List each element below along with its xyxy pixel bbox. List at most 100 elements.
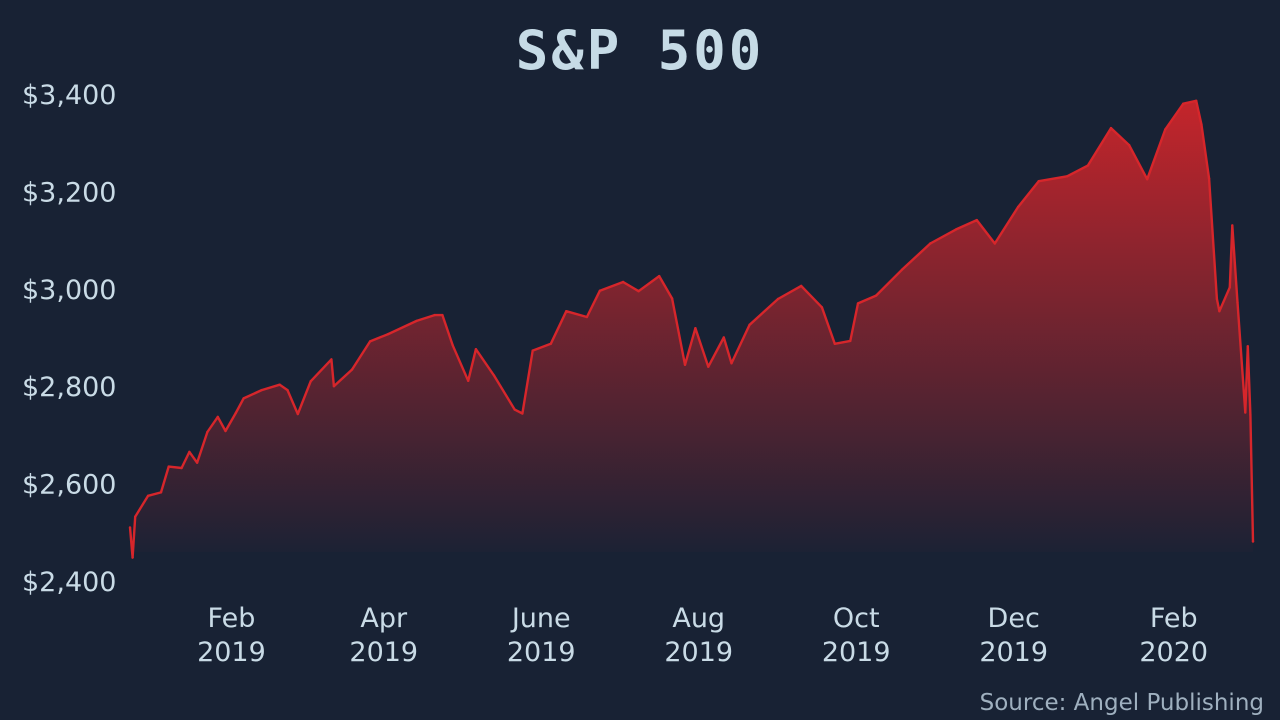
data-point: [1246, 345, 1250, 348]
data-point: [1164, 128, 1167, 131]
data-point: [521, 412, 524, 415]
y-tick-label: $2,800: [22, 372, 116, 403]
x-tick-label: Aug 2019: [664, 603, 733, 668]
data-point: [180, 466, 183, 470]
data-point: [146, 494, 150, 497]
data-point: [131, 556, 134, 559]
data-point: [1215, 297, 1219, 301]
data-point: [195, 461, 199, 464]
x-tick-label: Feb 2019: [197, 603, 266, 668]
data-points: [128, 99, 1255, 559]
data-point: [730, 362, 733, 365]
data-point: [224, 429, 227, 433]
data-point: [1016, 205, 1020, 209]
x-tick-label: Oct 2019: [822, 603, 891, 668]
data-point: [531, 349, 534, 352]
data-point: [722, 336, 725, 339]
data-point: [134, 515, 137, 518]
data-point: [598, 289, 602, 292]
data-point: [849, 339, 852, 343]
y-tick-label: $3,400: [22, 80, 116, 111]
y-axis: $3,400 $3,200 $3,000 $2,800 $2,600 $2,400: [22, 80, 116, 598]
data-point: [683, 363, 687, 366]
data-point: [332, 385, 336, 388]
data-point: [433, 313, 436, 317]
data-point: [167, 465, 170, 468]
data-point: [441, 313, 444, 317]
data-point: [234, 411, 237, 415]
data-point: [368, 340, 372, 343]
x-tick-month: Feb: [1150, 603, 1198, 634]
data-point: [954, 228, 958, 231]
data-point: [1249, 413, 1252, 417]
x-tick-year: 2019: [197, 637, 266, 668]
data-point: [350, 368, 354, 371]
data-point: [993, 242, 996, 245]
x-tick-month: Oct: [833, 603, 880, 634]
data-point: [309, 380, 312, 383]
data-point: [387, 332, 390, 336]
data-point: [286, 388, 289, 392]
data-point: [856, 302, 860, 305]
data-point: [492, 374, 496, 377]
data-point: [260, 388, 263, 392]
x-tick-month: Apr: [360, 603, 408, 634]
data-point: [1086, 164, 1090, 167]
data-point: [1228, 286, 1232, 289]
data-point: [159, 491, 163, 494]
data-point: [694, 327, 697, 330]
x-tick-label: June 2019: [507, 603, 576, 668]
data-point: [242, 397, 245, 400]
data-point: [874, 294, 878, 297]
x-tick-month: Aug: [672, 603, 725, 634]
data-point: [1218, 310, 1221, 313]
x-tick-year: 2019: [349, 637, 418, 668]
x-tick-label: Apr 2019: [349, 603, 418, 668]
data-point: [776, 297, 780, 301]
data-point: [833, 342, 836, 345]
data-point: [929, 242, 932, 245]
data-point: [128, 526, 132, 529]
data-point: [549, 342, 552, 345]
x-tick-year: 2019: [822, 637, 891, 668]
data-point: [658, 274, 661, 278]
data-point: [296, 412, 299, 416]
data-point: [278, 383, 281, 386]
chart-title: S&P 500: [516, 19, 765, 82]
data-point: [451, 344, 454, 347]
data-point: [1146, 178, 1149, 181]
data-point: [1207, 177, 1211, 180]
data-point: [206, 430, 209, 434]
data-point: [585, 315, 589, 319]
data-point: [513, 408, 516, 411]
data-point: [800, 284, 803, 288]
x-tick-year: 2019: [664, 637, 733, 668]
data-point: [1231, 224, 1234, 227]
y-tick-label: $3,000: [22, 275, 116, 306]
x-tick-year: 2019: [507, 637, 576, 668]
data-point: [1109, 126, 1113, 130]
data-point: [1200, 123, 1203, 126]
y-tick-label: $2,600: [22, 470, 116, 501]
data-point: [1127, 143, 1131, 147]
data-point: [1065, 175, 1069, 178]
x-tick-year: 2019: [979, 637, 1048, 668]
data-point: [748, 323, 751, 326]
data-point: [707, 365, 710, 368]
data-point: [1037, 180, 1040, 183]
data-point: [621, 280, 625, 284]
data-point: [1182, 102, 1185, 105]
x-tick-year: 2020: [1139, 637, 1208, 668]
data-point: [565, 310, 568, 313]
data-point: [188, 450, 191, 454]
source-note: Source: Angel Publishing: [980, 690, 1264, 716]
data-point: [474, 348, 478, 351]
x-tick-label: Feb 2020: [1139, 603, 1208, 668]
data-point: [637, 290, 640, 293]
data-point: [216, 415, 219, 419]
plot-area: [128, 99, 1255, 559]
data-point: [330, 358, 333, 361]
x-tick-month: June: [510, 603, 571, 634]
data-point: [820, 306, 824, 309]
data-point: [415, 319, 418, 323]
